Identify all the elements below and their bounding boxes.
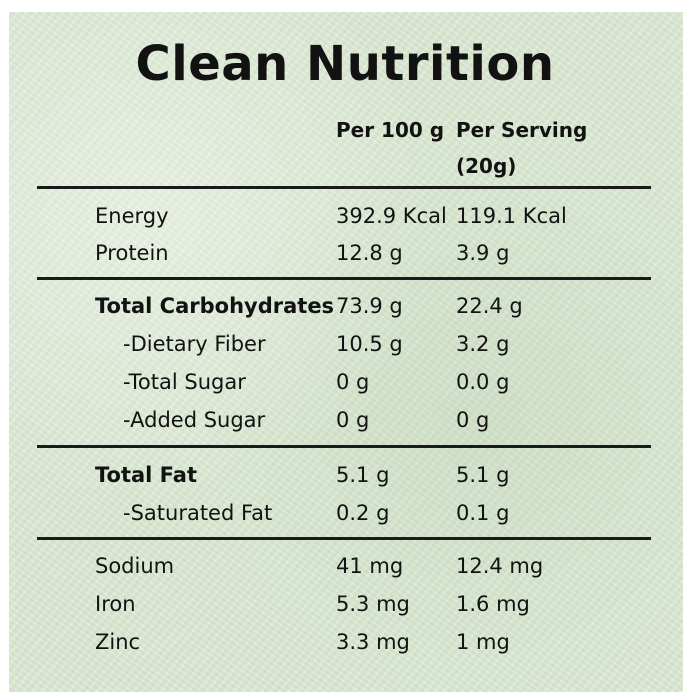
cell-per-100g: 73.9 g: [336, 294, 403, 318]
row-label-total-carbohydrates: Total Carbohydrates: [95, 294, 335, 318]
cell-per-serving: 0 g: [456, 408, 490, 432]
cell-per-100g: 0 g: [336, 370, 370, 394]
row-label-added-sugar: -Added Sugar: [123, 408, 266, 432]
cell-per-100g: 10.5 g: [336, 332, 403, 356]
cell-per-serving: 22.4 g: [456, 294, 523, 318]
cell-per-100g: 3.3 mg: [336, 630, 410, 654]
divider: [37, 277, 651, 280]
cell-per-serving: 1.6 mg: [456, 592, 530, 616]
divider: [37, 445, 651, 448]
cell-per-serving: 0.1 g: [456, 501, 510, 525]
row-label-iron: Iron: [95, 592, 136, 616]
divider: [37, 186, 651, 189]
cell-per-100g: 5.1 g: [336, 463, 390, 487]
cell-per-100g: 0.2 g: [336, 501, 390, 525]
column-header-per-serving: Per Serving (20g): [456, 118, 588, 178]
cell-per-serving: 5.1 g: [456, 463, 510, 487]
cell-per-serving: 119.1 Kcal: [456, 204, 567, 228]
row-label-sodium: Sodium: [95, 554, 175, 578]
cell-per-100g: 0 g: [336, 408, 370, 432]
row-label-total-sugar: -Total Sugar: [123, 370, 246, 394]
cell-per-100g: 12.8 g: [336, 241, 403, 265]
cell-per-serving: 3.2 g: [456, 332, 510, 356]
cell-per-serving: 1 mg: [456, 630, 510, 654]
divider: [37, 537, 651, 540]
cell-per-serving: 3.9 g: [456, 241, 510, 265]
cell-per-100g: 5.3 mg: [336, 592, 410, 616]
page-title: Clean Nutrition: [135, 36, 555, 92]
row-label-total-fat: Total Fat: [95, 463, 198, 487]
cell-per-100g: 392.9 Kcal: [336, 204, 447, 228]
row-label-saturated-fat: -Saturated Fat: [123, 501, 273, 525]
nutrition-card: [9, 12, 683, 692]
row-label-protein: Protein: [95, 241, 169, 265]
row-label-zinc: Zinc: [95, 630, 141, 654]
row-label-energy: Energy: [95, 204, 169, 228]
column-header-per-100g: Per 100 g: [336, 118, 445, 142]
row-label-dietary-fiber: -Dietary Fiber: [123, 332, 266, 356]
cell-per-serving: 12.4 mg: [456, 554, 544, 578]
cell-per-serving: 0.0 g: [456, 370, 510, 394]
cell-per-100g: 41 mg: [336, 554, 404, 578]
